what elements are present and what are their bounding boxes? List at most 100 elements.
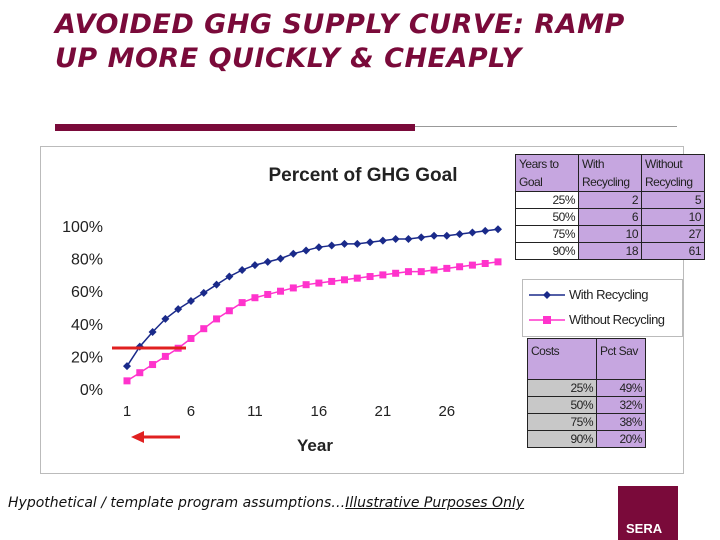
- x-tick-label: 11: [247, 403, 263, 420]
- data-point-square: [353, 274, 361, 282]
- data-point-diamond: [404, 235, 413, 244]
- header-with-recycling: With Recycling: [578, 154, 642, 192]
- y-tick-label: 60%: [71, 284, 103, 301]
- x-tick-label: 6: [187, 403, 195, 420]
- with-value: 2: [578, 191, 642, 209]
- data-point-square: [392, 269, 400, 277]
- legend-label-with: With Recycling: [569, 287, 648, 302]
- data-point-diamond: [186, 296, 195, 305]
- pct-sav-value: 49%: [596, 379, 646, 397]
- header-pct-sav: Pct Sav: [596, 338, 646, 380]
- with-value: 18: [578, 242, 642, 260]
- legend-diamond-marker: [543, 291, 551, 299]
- data-point-diamond: [353, 239, 362, 248]
- chart-legend: With Recycling Without Recycling: [522, 279, 683, 337]
- legend-square-marker: [543, 316, 551, 324]
- table-row: 75% 38%: [527, 413, 646, 431]
- data-point-square: [494, 258, 502, 266]
- x-tick-label: 1: [123, 403, 131, 420]
- data-point-square: [149, 361, 157, 369]
- data-point-diamond: [455, 230, 464, 239]
- table-row: 50% 32%: [527, 396, 646, 414]
- years-to-goal-table: Years to Goal With Recycling Without Rec…: [515, 154, 705, 260]
- data-point-square: [315, 279, 323, 287]
- data-point-diamond: [238, 266, 247, 275]
- data-point-square: [328, 277, 336, 285]
- data-point-square: [379, 271, 387, 279]
- data-point-diamond: [494, 225, 502, 234]
- without-value: 27: [641, 225, 705, 243]
- with-value: 6: [578, 208, 642, 226]
- data-point-square: [251, 294, 259, 302]
- x-tick-label: 26: [438, 403, 455, 420]
- footer-note: Hypothetical / template program assumpti…: [8, 495, 524, 511]
- legend-swatches: With Recycling Without Recycling: [529, 287, 665, 327]
- series-layer: [123, 225, 502, 385]
- header-costs: Costs: [527, 338, 597, 380]
- left-arrow-annotation: [131, 431, 180, 443]
- data-point-diamond: [148, 327, 157, 336]
- row-label: 75%: [527, 413, 597, 431]
- data-point-square: [264, 290, 272, 298]
- x-axis-ticks: 1 6 11 16 21 26: [123, 403, 455, 420]
- without-value: 10: [641, 208, 705, 226]
- y-tick-label: 80%: [71, 252, 103, 269]
- table-row: 50% 6 10: [515, 208, 705, 226]
- logo-text: SERA: [626, 521, 663, 536]
- data-point-diamond: [161, 314, 170, 323]
- data-point-square: [366, 273, 374, 281]
- data-point-diamond: [340, 239, 349, 248]
- data-point-diamond: [276, 254, 285, 263]
- data-point-diamond: [442, 231, 451, 240]
- data-point-square: [187, 334, 195, 342]
- chart-title: Percent of GHG Goal: [269, 165, 458, 186]
- data-point-square: [302, 281, 310, 289]
- data-point-diamond: [302, 246, 311, 255]
- data-point-square: [417, 268, 425, 276]
- data-point-square: [430, 266, 438, 274]
- with-value: 10: [578, 225, 642, 243]
- data-point-diamond: [225, 272, 234, 281]
- table-row: 75% 10 27: [515, 225, 705, 243]
- title-rule: [415, 126, 677, 127]
- data-point-square: [443, 264, 451, 272]
- footer-prefix: Hypothetical / template program assumpti…: [8, 495, 346, 511]
- data-point-diamond: [250, 261, 259, 270]
- without-value: 61: [641, 242, 705, 260]
- data-point-square: [200, 325, 208, 333]
- pct-sav-value: 38%: [596, 413, 646, 431]
- series-line: [126, 261, 499, 382]
- header-years-to-goal: Years to Goal: [515, 154, 579, 192]
- slide-title: AVOIDED GHG SUPPLY CURVE: RAMP UP MORE Q…: [55, 9, 625, 74]
- table-row: 25% 49%: [527, 379, 646, 397]
- data-point-diamond: [174, 305, 183, 314]
- row-label: 90%: [527, 430, 597, 448]
- data-point-diamond: [212, 280, 221, 289]
- x-tick-label: 21: [375, 403, 392, 420]
- data-point-square: [404, 268, 412, 276]
- data-point-square: [238, 299, 246, 307]
- data-point-square: [136, 369, 144, 377]
- series-without-recycling: [123, 258, 502, 385]
- y-tick-label: 0%: [80, 382, 103, 399]
- pct-sav-value: 32%: [596, 396, 646, 414]
- data-point-square: [123, 377, 131, 385]
- row-label: 25%: [515, 191, 579, 209]
- data-point-square: [213, 315, 221, 323]
- row-label: 75%: [515, 225, 579, 243]
- data-point-diamond: [123, 362, 131, 371]
- legend-label-without: Without Recycling: [569, 312, 665, 327]
- row-label: 50%: [527, 396, 597, 414]
- data-point-square: [340, 276, 348, 284]
- data-point-square: [161, 352, 169, 360]
- data-point-diamond: [263, 257, 272, 266]
- row-label: 90%: [515, 242, 579, 260]
- table-header-row: Costs Pct Sav: [527, 338, 646, 380]
- without-value: 5: [641, 191, 705, 209]
- pct-sav-value: 20%: [596, 430, 646, 448]
- row-label: 25%: [527, 379, 597, 397]
- data-point-square: [481, 259, 489, 267]
- data-point-diamond: [417, 233, 426, 242]
- data-point-square: [468, 261, 476, 269]
